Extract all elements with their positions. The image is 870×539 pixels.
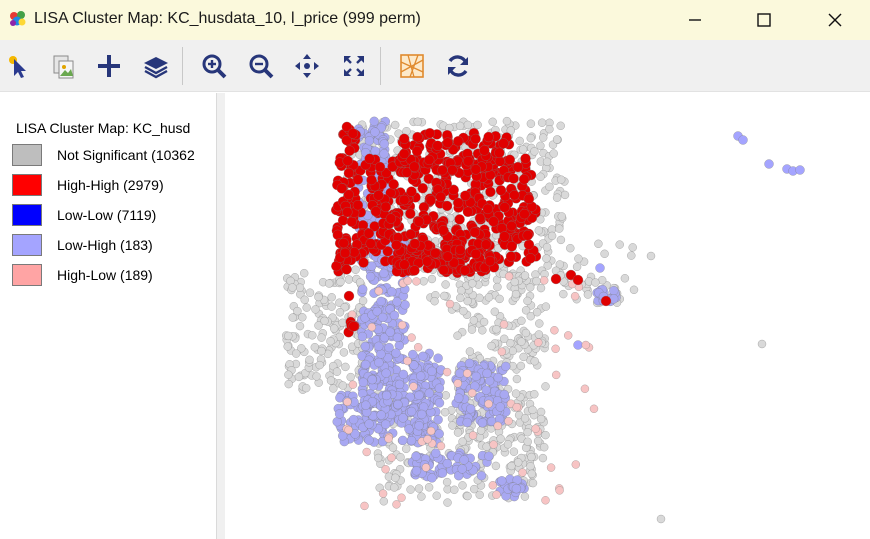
legend-swatch — [12, 264, 42, 286]
copy-image-icon — [53, 55, 74, 79]
legend-item-high-high[interactable]: High-High (2979) — [12, 174, 216, 198]
legend-label: High-High (2979) — [57, 177, 164, 193]
add-icon — [98, 55, 120, 77]
map-toolbar — [0, 40, 870, 92]
title-bar[interactable]: LISA Cluster Map: KC_husdata_10, l_price… — [0, 0, 870, 40]
legend-item-low-high[interactable]: Low-High (183) — [12, 234, 216, 258]
legend-label: High-Low (189) — [57, 267, 153, 283]
pan-icon — [295, 54, 319, 78]
toolbar-separator — [380, 47, 381, 85]
legend-item-low-low[interactable]: Low-Low (7119) — [12, 204, 216, 228]
select-tool-button[interactable] — [2, 49, 36, 83]
refresh-button[interactable] — [441, 49, 475, 83]
legend-label: Low-High (183) — [57, 237, 153, 253]
legend-swatch — [12, 204, 42, 226]
legend-panel: LISA Cluster Map: KC_husd Not Significan… — [0, 93, 216, 539]
fit-extent-icon — [344, 56, 364, 76]
legend-swatch — [12, 144, 42, 166]
close-button[interactable] — [812, 0, 858, 40]
toolbar-separator — [182, 47, 183, 85]
legend-label: Low-Low (7119) — [57, 207, 157, 223]
legend-item-high-low[interactable]: High-Low (189) — [12, 264, 216, 288]
zoom-out-icon — [249, 54, 274, 79]
basemap-icon — [400, 54, 424, 78]
minimize-icon — [689, 19, 701, 21]
cluster-map-points — [282, 116, 805, 524]
map-canvas[interactable] — [226, 93, 870, 539]
pan-button[interactable] — [290, 49, 324, 83]
maximize-icon — [757, 13, 771, 27]
legend-swatch — [12, 234, 42, 256]
add-button[interactable] — [92, 49, 126, 83]
legend-label: Not Significant (10362 — [57, 147, 195, 163]
close-icon — [828, 13, 842, 27]
copy-image-button[interactable] — [46, 49, 80, 83]
layers-button[interactable] — [139, 49, 173, 83]
legend-swatch — [12, 174, 42, 196]
geoda-app-icon — [10, 11, 26, 26]
layers-icon — [144, 57, 168, 79]
panel-splitter[interactable] — [216, 93, 225, 539]
basemap-button[interactable] — [395, 49, 429, 83]
legend-title: LISA Cluster Map: KC_husd — [16, 120, 191, 136]
minimize-button[interactable] — [672, 0, 718, 40]
window-title: LISA Cluster Map: KC_husdata_10, l_price… — [34, 10, 421, 27]
zoom-out-button[interactable] — [244, 49, 278, 83]
refresh-icon — [448, 55, 468, 77]
maximize-button[interactable] — [741, 0, 787, 40]
fit-extent-button[interactable] — [337, 49, 371, 83]
legend-item-not-significant[interactable]: Not Significant (10362 — [12, 144, 216, 168]
select-tool-icon — [9, 56, 26, 78]
zoom-in-icon — [202, 54, 227, 79]
zoom-in-button[interactable] — [197, 49, 231, 83]
